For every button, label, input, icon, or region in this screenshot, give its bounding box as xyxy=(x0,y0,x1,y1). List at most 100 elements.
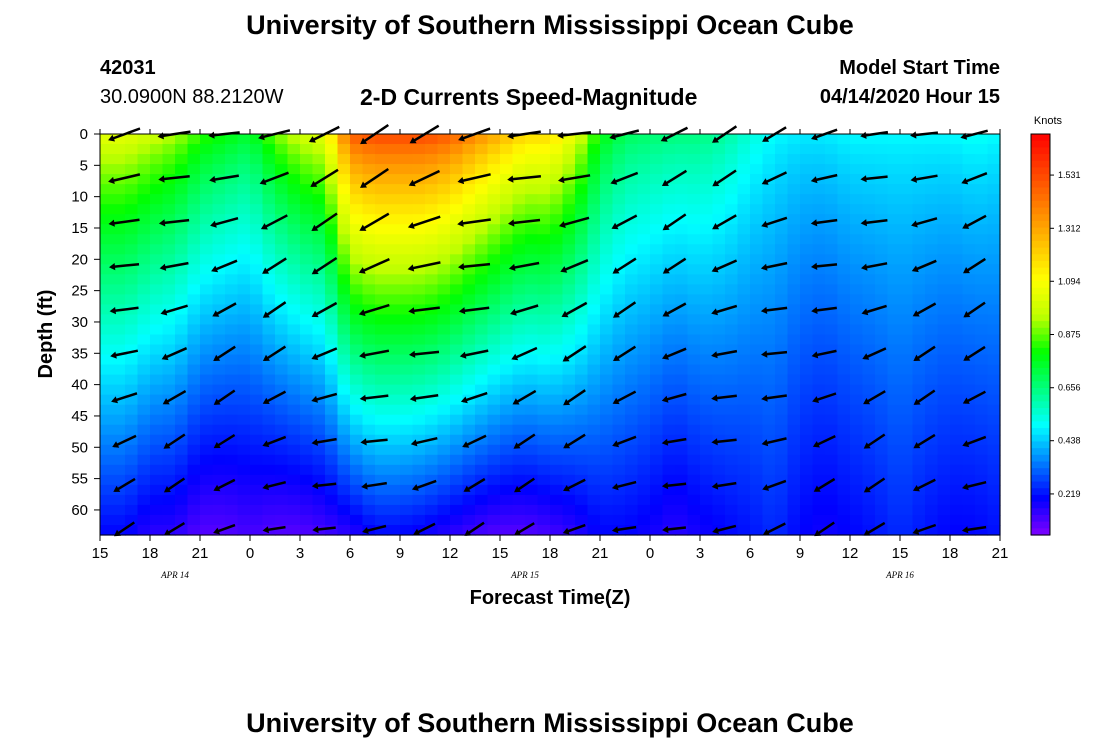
heatmap-cell xyxy=(325,394,339,406)
current-vector-arrow xyxy=(464,521,485,536)
heatmap-cell xyxy=(762,384,776,396)
heatmap-cell xyxy=(637,194,651,205)
heatmap-cell xyxy=(437,334,451,346)
heatmap-cell xyxy=(162,474,176,486)
heatmap-cell xyxy=(712,214,726,225)
heatmap-cell xyxy=(862,504,876,516)
colorbar-swatch xyxy=(1031,481,1050,489)
heatmap-cell xyxy=(125,334,139,346)
heatmap-cell xyxy=(737,314,751,326)
heatmap-cell xyxy=(750,314,764,326)
heatmap-cell xyxy=(787,244,801,255)
heatmap-cell xyxy=(337,334,351,346)
heatmap-cell xyxy=(675,374,689,386)
heatmap-cell xyxy=(850,384,864,396)
heatmap-cell xyxy=(600,364,614,376)
heatmap-cell xyxy=(387,434,401,446)
heatmap-cell xyxy=(950,204,964,215)
heatmap-cell xyxy=(712,224,726,235)
heatmap-cell xyxy=(950,404,964,416)
heatmap-cell xyxy=(337,344,351,356)
heatmap-cell xyxy=(562,264,576,275)
heatmap-cell xyxy=(550,274,564,285)
heatmap-cell xyxy=(887,504,901,516)
heatmap-cell xyxy=(162,264,176,275)
current-vector-arrow xyxy=(109,306,139,315)
heatmap-cell xyxy=(662,474,676,486)
heatmap-cell xyxy=(900,464,914,476)
heatmap-cell xyxy=(962,424,976,436)
heatmap-cell xyxy=(925,334,939,346)
heatmap-cell xyxy=(875,424,889,436)
heatmap-cell xyxy=(812,414,826,426)
heatmap-cell xyxy=(925,394,939,406)
heatmap-cell xyxy=(537,374,551,386)
y-tick-label: 15 xyxy=(71,220,88,237)
heatmap-cell xyxy=(512,314,526,326)
heatmap-cell xyxy=(262,434,276,446)
heatmap-cell xyxy=(287,214,301,225)
heatmap-cell xyxy=(125,404,139,416)
heatmap-cell xyxy=(462,294,476,306)
heatmap-cell xyxy=(400,234,414,245)
heatmap-cell xyxy=(937,394,951,406)
heatmap-cell xyxy=(775,154,789,165)
heatmap-cell xyxy=(550,494,564,506)
heatmap-cell xyxy=(637,484,651,496)
heatmap-cell xyxy=(850,234,864,245)
heatmap-cell xyxy=(862,524,876,536)
heatmap-cell xyxy=(300,224,314,235)
current-vector-arrow xyxy=(211,259,238,273)
heatmap-cell xyxy=(262,304,276,316)
heatmap-cell xyxy=(312,414,326,426)
heatmap-cell xyxy=(375,304,389,316)
heatmap-cell xyxy=(475,194,489,205)
heatmap-cell xyxy=(587,404,601,416)
heatmap-cell xyxy=(450,514,464,526)
heatmap-cell xyxy=(687,174,701,185)
heatmap-cell xyxy=(900,274,914,285)
heatmap-cell xyxy=(225,324,239,336)
heatmap-cell xyxy=(325,424,339,436)
heatmap-cell xyxy=(600,184,614,195)
heatmap-cell xyxy=(862,134,876,145)
heatmap-cell xyxy=(300,504,314,516)
heatmap-cell xyxy=(937,334,951,346)
heatmap-cell xyxy=(887,294,901,306)
heatmap-cell xyxy=(325,244,339,255)
heatmap-cell xyxy=(312,334,326,346)
heatmap-cell xyxy=(150,394,164,406)
heatmap-cell xyxy=(337,194,351,205)
heatmap-cell xyxy=(987,424,1001,436)
heatmap-cell xyxy=(712,474,726,486)
heatmap-cell xyxy=(575,254,589,265)
heatmap-cell xyxy=(250,284,264,296)
heatmap-cell xyxy=(237,394,251,406)
heatmap-cell xyxy=(325,254,339,265)
heatmap-cell xyxy=(425,344,439,356)
heatmap-cell xyxy=(100,524,114,536)
heatmap-cell xyxy=(800,254,814,265)
heatmap-cell xyxy=(587,364,601,376)
heatmap-cell xyxy=(737,214,751,225)
heatmap-cell xyxy=(675,294,689,306)
heatmap-cell xyxy=(725,304,739,316)
heatmap-cell xyxy=(537,214,551,225)
heatmap-cell xyxy=(975,434,989,446)
heatmap-cell xyxy=(562,184,576,195)
heatmap-cell xyxy=(875,234,889,245)
heatmap-cell xyxy=(162,204,176,215)
heatmap-cell xyxy=(875,434,889,446)
heatmap-cell xyxy=(912,344,926,356)
current-vector-arrow xyxy=(810,173,838,184)
heatmap-cell xyxy=(512,524,526,536)
heatmap-cell xyxy=(425,464,439,476)
heatmap-cell xyxy=(462,264,476,275)
heatmap-cell xyxy=(137,234,151,245)
heatmap-cell xyxy=(362,244,376,255)
heatmap-cell xyxy=(412,484,426,496)
heatmap-cell xyxy=(600,464,614,476)
heatmap-cell xyxy=(625,264,639,275)
heatmap-cell xyxy=(500,214,514,225)
heatmap-cell xyxy=(500,134,514,145)
